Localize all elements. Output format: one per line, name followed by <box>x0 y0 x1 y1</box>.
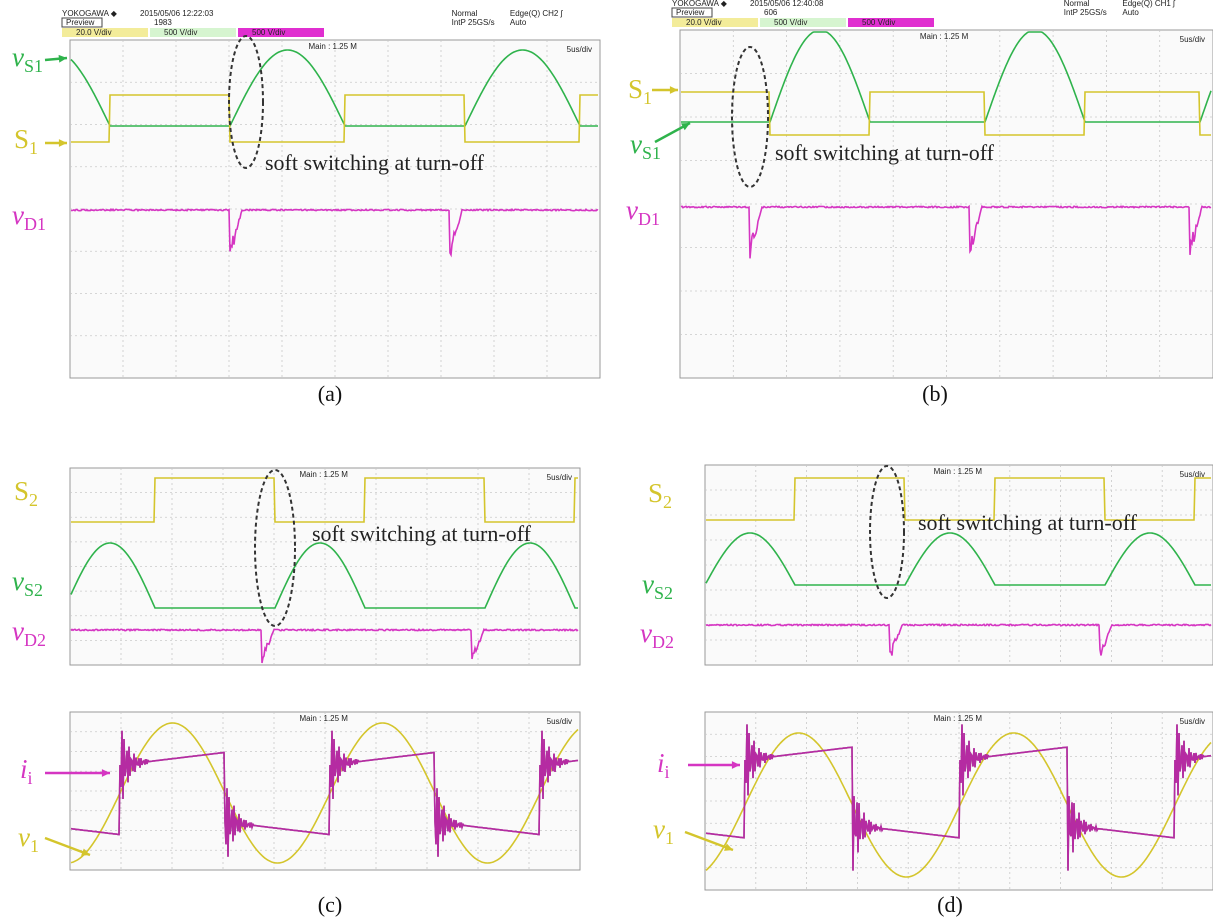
signal-label: vS1 <box>630 129 661 163</box>
signal-label: vD1 <box>626 195 660 229</box>
main-record: Main : 1.25 M <box>309 42 358 51</box>
annotation: soft switching at turn-off <box>775 140 995 165</box>
signal-label: vD2 <box>12 616 46 650</box>
signal-label: ii <box>20 754 33 788</box>
signal-label: v1 <box>18 822 39 856</box>
channel-scale: 20.0 V/div <box>76 28 112 37</box>
acquisition: Normal <box>1064 0 1090 8</box>
signal-label: vD1 <box>12 200 46 234</box>
signal-subscript: D1 <box>638 209 660 229</box>
signal-symbol: S <box>628 74 643 104</box>
annotation: soft switching at turn-off <box>312 521 532 546</box>
main-record: Main : 1.25 M <box>300 470 349 479</box>
count: 1983 <box>154 18 172 27</box>
trigger-mode: Auto <box>510 18 527 27</box>
signal-symbol: v <box>642 569 654 599</box>
signal-symbol: v <box>630 129 642 159</box>
rate: IntP 25GS/s <box>1064 8 1107 17</box>
arrow-head <box>59 139 67 147</box>
signal-label: v1 <box>653 814 674 848</box>
channel-scale: 500 V/div <box>252 28 285 37</box>
signal-subscript: D1 <box>24 214 46 234</box>
arrow-head <box>59 55 67 63</box>
signal-subscript: D2 <box>652 632 674 652</box>
signal-label: vS2 <box>12 566 43 600</box>
page: Main : 1.25 M 5us/div YOKOGAWA ◆ 2015/05/06… <box>0 0 1213 919</box>
timestamp: 2015/05/06 12:40:08 <box>750 0 824 8</box>
signal-subscript: S2 <box>654 583 673 603</box>
signal-label: vD2 <box>640 618 674 652</box>
channel-scale: 500 V/div <box>862 18 895 27</box>
signal-symbol: v <box>12 200 24 230</box>
signal-subscript: S1 <box>24 56 43 76</box>
signal-symbol: v <box>18 822 30 852</box>
signal-label: vS2 <box>642 569 673 603</box>
main-record: Main : 1.25 M <box>300 714 349 723</box>
signal-subscript: i <box>665 762 670 782</box>
signal-symbol: v <box>12 566 24 596</box>
caption: (a) <box>318 381 342 406</box>
signal-label: S2 <box>14 476 38 510</box>
signal-subscript: 2 <box>663 492 672 512</box>
main-record: Main : 1.25 M <box>934 714 983 723</box>
signal-subscript: S2 <box>24 580 43 600</box>
figure: Main : 1.25 M 5us/div YOKOGAWA ◆ 2015/05/06… <box>0 0 1213 919</box>
signal-subscript: D2 <box>24 630 46 650</box>
signal-symbol: i <box>20 754 28 784</box>
caption: (d) <box>937 892 963 917</box>
signal-symbol: v <box>12 42 24 72</box>
trigger: Edge(Q) CH1 ʃ <box>1122 0 1176 8</box>
count: 606 <box>764 8 778 17</box>
annotation: soft switching at turn-off <box>918 510 1138 535</box>
signal-subscript: 1 <box>30 836 39 856</box>
signal-label: S1 <box>14 124 38 158</box>
trigger-mode: Auto <box>1122 8 1139 17</box>
signal-subscript: 2 <box>29 490 38 510</box>
timebase: 5us/div <box>547 717 572 726</box>
brand: YOKOGAWA ◆ <box>62 9 118 18</box>
acquisition: Normal <box>452 9 478 18</box>
signal-label: ii <box>657 748 670 782</box>
signal-symbol: v <box>653 814 665 844</box>
caption: (c) <box>318 892 342 917</box>
signal-symbol: S <box>14 124 29 154</box>
main-record: Main : 1.25 M <box>934 467 983 476</box>
panel: Main : 1.25 M 5us/div YOKOGAWA ◆ 2015/05/06… <box>626 0 1213 406</box>
channel-scale: 20.0 V/div <box>686 18 722 27</box>
panel: Main : 1.25 M 5us/div YOKOGAWA ◆ 2015/05/06… <box>12 9 600 406</box>
brand: YOKOGAWA ◆ <box>672 0 728 8</box>
timebase: 5us/div <box>1180 35 1205 44</box>
rate: IntP 25GS/s <box>452 18 495 27</box>
timebase: 5us/div <box>567 45 592 54</box>
channel-scale: 500 V/div <box>164 28 197 37</box>
signal-subscript: S1 <box>642 143 661 163</box>
timebase: 5us/div <box>1180 470 1205 479</box>
timebase: 5us/div <box>1180 717 1205 726</box>
signal-symbol: v <box>626 195 638 225</box>
signal-symbol: v <box>640 618 652 648</box>
timestamp: 2015/05/06 12:22:03 <box>140 9 214 18</box>
signal-symbol: v <box>12 616 24 646</box>
signal-label: S1 <box>628 74 652 108</box>
caption: (b) <box>922 381 948 406</box>
signal-subscript: 1 <box>665 828 674 848</box>
signal-label: S2 <box>648 478 672 512</box>
channel-scale: 500 V/div <box>774 18 807 27</box>
signal-subscript: 1 <box>643 88 652 108</box>
timebase: 5us/div <box>547 473 572 482</box>
signal-subscript: i <box>28 768 33 788</box>
signal-symbol: S <box>648 478 663 508</box>
signal-symbol: S <box>14 476 29 506</box>
main-record: Main : 1.25 M <box>920 32 969 41</box>
signal-subscript: 1 <box>29 138 38 158</box>
signal-symbol: i <box>657 748 665 778</box>
mode: Preview <box>66 18 95 27</box>
annotation: soft switching at turn-off <box>265 150 485 175</box>
arrow-head <box>670 86 678 94</box>
panel: Main : 1.25 M 5us/div Main : 1.25 M 5us/div… <box>12 468 580 917</box>
signal-label: vS1 <box>12 42 43 76</box>
mode: Preview <box>676 8 705 17</box>
trigger: Edge(Q) CH2 ʃ <box>510 9 564 18</box>
